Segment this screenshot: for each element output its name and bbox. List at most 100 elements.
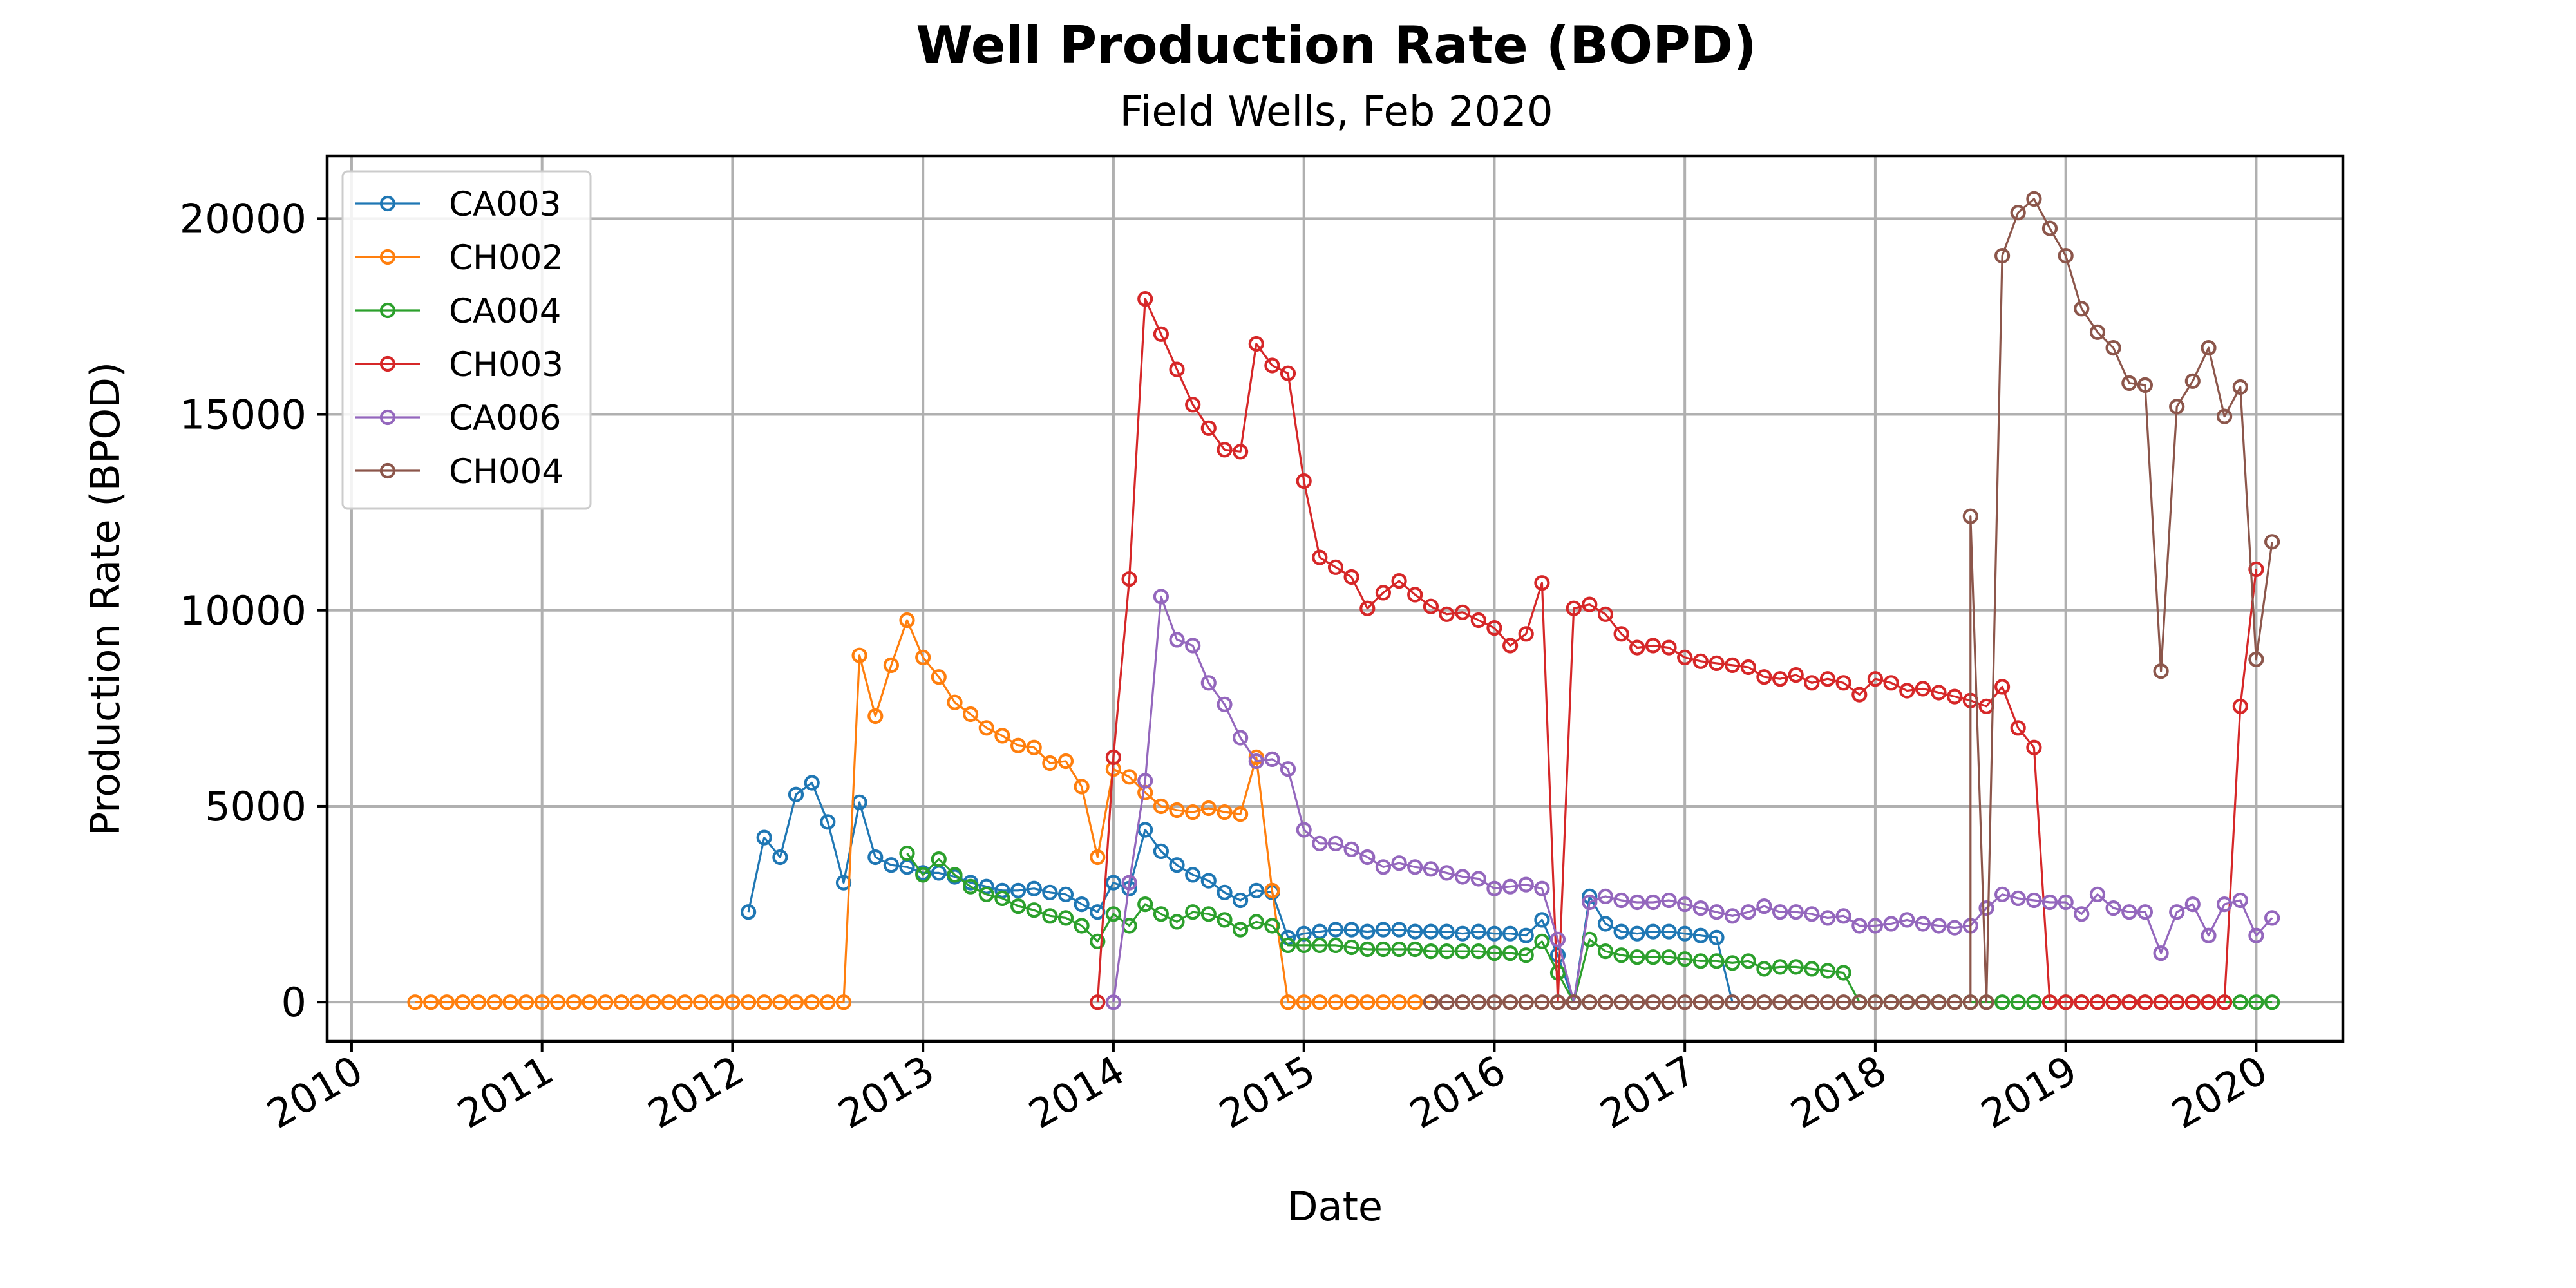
data-point <box>1042 884 1058 900</box>
data-point <box>1026 880 1042 896</box>
data-point <box>1819 910 1836 926</box>
data-point <box>1057 753 1074 770</box>
data-point <box>1867 994 1883 1010</box>
data-point <box>2041 220 2058 236</box>
data-point <box>1375 859 1391 875</box>
data-point <box>1947 920 1963 936</box>
data-point <box>1296 822 1312 838</box>
data-point <box>2089 994 2106 1010</box>
data-point <box>1280 937 1296 954</box>
data-point <box>598 994 614 1010</box>
data-point <box>1090 849 1106 866</box>
data-point <box>2137 994 2153 1010</box>
data-point <box>1645 949 1661 965</box>
y-tick-label: 15000 <box>180 392 307 439</box>
data-point <box>1327 994 1344 1010</box>
legend-entry: CH003 <box>355 345 564 384</box>
data-point <box>1185 804 1201 820</box>
data-point <box>820 994 836 1010</box>
data-point <box>2232 892 2248 909</box>
data-point <box>1327 922 1344 938</box>
data-point <box>1455 943 1471 960</box>
data-point <box>2232 994 2248 1010</box>
data-point <box>1121 769 1137 785</box>
data-point <box>2010 720 2026 736</box>
data-point <box>2010 890 2026 907</box>
data-point <box>1439 994 1455 1010</box>
data-point <box>1407 994 1423 1010</box>
data-point <box>1597 888 1614 905</box>
data-point <box>1248 882 1264 898</box>
data-point <box>1200 675 1217 691</box>
data-point <box>1153 326 1170 342</box>
data-point <box>1010 898 1027 914</box>
data-point <box>1613 994 1629 1010</box>
data-point <box>2026 994 2042 1010</box>
data-point <box>2184 373 2201 389</box>
chart-title: Well Production Rate (BOPD) <box>916 15 1757 75</box>
data-point <box>1502 994 1519 1010</box>
data-point <box>1486 945 1502 961</box>
data-point <box>1883 916 1899 932</box>
data-point <box>1518 947 1534 963</box>
data-point <box>1788 959 1804 975</box>
data-point <box>2232 698 2248 714</box>
data-point <box>1169 361 1185 377</box>
data-point <box>2105 900 2121 916</box>
data-point <box>1709 904 1725 920</box>
data-point <box>1613 892 1629 909</box>
legend-label: CA006 <box>449 399 561 438</box>
data-point <box>1613 923 1629 940</box>
data-point <box>1057 886 1074 902</box>
data-point <box>1391 994 1407 1010</box>
data-point <box>1137 822 1153 838</box>
data-point <box>947 867 963 883</box>
data-point <box>1486 620 1502 636</box>
data-point <box>1074 779 1090 795</box>
y-tick-label: 0 <box>281 979 307 1026</box>
data-point <box>2217 994 2233 1010</box>
data-point <box>978 720 994 736</box>
data-point <box>1835 965 1852 981</box>
data-point <box>772 849 788 866</box>
data-point <box>1645 638 1661 654</box>
legend-marker-swatch <box>379 462 396 479</box>
data-point <box>1518 626 1534 642</box>
data-point <box>1486 880 1502 896</box>
data-point <box>1804 675 1820 691</box>
data-point <box>1740 904 1756 920</box>
data-point <box>1407 941 1423 958</box>
data-point <box>883 857 900 873</box>
data-point <box>1375 585 1391 601</box>
data-point <box>1597 916 1614 932</box>
data-point <box>740 904 757 920</box>
data-point <box>2010 994 2026 1010</box>
data-point <box>2121 904 2137 920</box>
data-point <box>835 994 852 1010</box>
data-point <box>1835 675 1852 691</box>
data-point <box>1232 730 1249 746</box>
data-point <box>1661 949 1677 965</box>
data-point <box>1534 912 1550 928</box>
legend-entry: CA004 <box>355 292 561 331</box>
data-point <box>994 890 1010 907</box>
data-point <box>931 851 947 867</box>
data-point <box>2089 886 2106 902</box>
series-ca006 <box>1105 589 2280 1010</box>
data-point <box>1502 638 1519 654</box>
data-point <box>1931 918 1947 934</box>
data-point <box>1455 994 1471 1010</box>
data-point <box>1312 994 1328 1010</box>
series-ch002 <box>407 612 1439 1010</box>
data-point <box>1502 925 1519 942</box>
data-point <box>1042 755 1058 772</box>
data-point <box>550 994 566 1010</box>
data-point <box>1455 869 1471 885</box>
data-point <box>1105 875 1122 891</box>
data-point <box>2169 399 2185 415</box>
data-point <box>1756 961 1772 977</box>
data-point <box>740 994 757 1010</box>
data-point <box>1200 420 1217 436</box>
data-point <box>1947 994 1963 1010</box>
